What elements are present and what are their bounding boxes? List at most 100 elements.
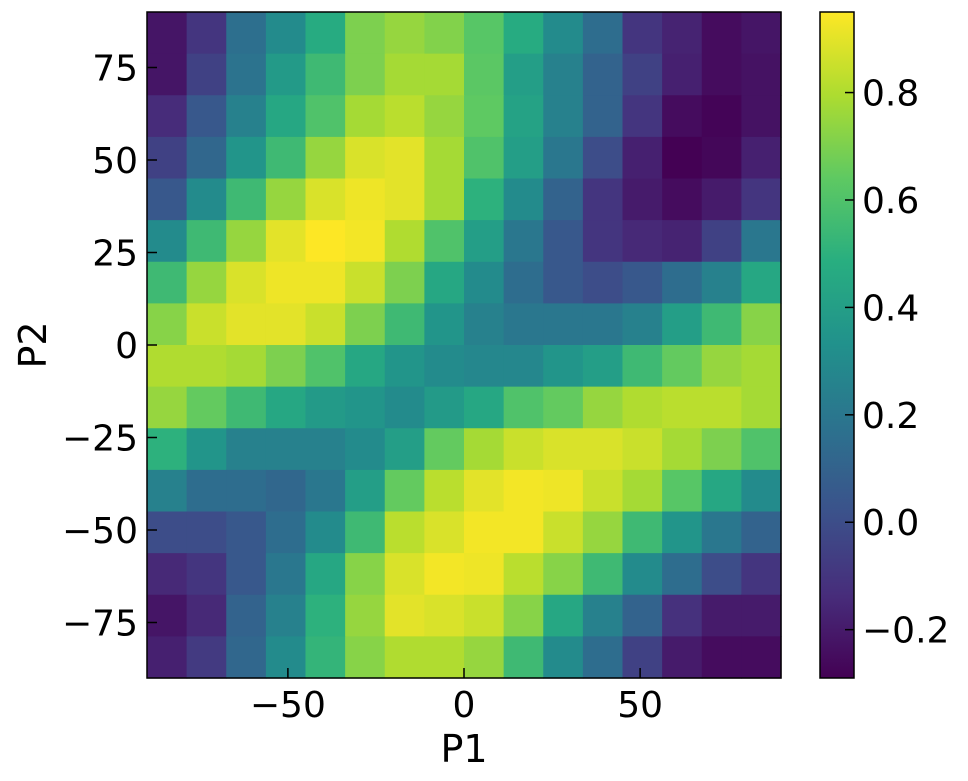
heatmap-cell	[622, 261, 663, 304]
heatmap-cell	[701, 261, 742, 304]
heatmap-cell	[662, 95, 703, 138]
y-tick-label: −25	[62, 419, 138, 460]
heatmap-cell	[424, 136, 465, 180]
heatmap-cell	[543, 511, 584, 554]
heatmap-cell	[582, 594, 624, 637]
heatmap-cell	[582, 469, 624, 513]
heatmap-cell	[345, 303, 386, 346]
heatmap-cell	[305, 386, 346, 429]
colorbar-tick-label: 0.6	[862, 181, 919, 222]
heatmap-cell	[186, 345, 227, 388]
heatmap-cell	[701, 178, 742, 221]
heatmap-cell	[582, 511, 624, 554]
heatmap-cell	[265, 95, 307, 138]
heatmap-cell	[741, 469, 782, 513]
heatmap-cell	[345, 345, 386, 388]
colorbar-ticks: −0.2 0.0 0.2 0.4 0.6 0.8	[845, 74, 949, 652]
heatmap-cell	[543, 261, 584, 304]
heatmap-cell	[503, 428, 544, 471]
heatmap-cell	[186, 220, 227, 263]
heatmap-cell	[186, 428, 227, 471]
heatmap-cell	[543, 178, 584, 221]
heatmap-cell	[622, 303, 663, 346]
heatmap-cell	[384, 220, 425, 263]
heatmap-cell	[622, 553, 663, 596]
heatmap-cell	[701, 95, 742, 138]
heatmap-cell	[305, 636, 346, 679]
heatmap-cell	[384, 303, 425, 346]
heatmap-cell	[464, 12, 505, 55]
heatmap-cell	[741, 553, 782, 596]
colorbar-tick-label: −0.2	[862, 611, 949, 652]
heatmap-cell	[424, 12, 465, 55]
heatmap-cell	[503, 136, 544, 180]
heatmap-cell	[503, 469, 544, 513]
heatmap-cell	[662, 261, 703, 304]
heatmap-cell	[186, 95, 227, 138]
heatmap-cell	[186, 553, 227, 596]
heatmap-cell	[662, 511, 703, 554]
heatmap-cell	[582, 178, 624, 221]
heatmap-cell	[503, 261, 544, 304]
heatmap-cell	[147, 553, 188, 596]
heatmap-cell	[384, 136, 425, 180]
heatmap-cell	[305, 178, 346, 221]
heatmap-cell	[543, 12, 584, 55]
heatmap-cell	[305, 136, 346, 180]
heatmap-cell	[384, 428, 425, 471]
heatmap-cell	[662, 469, 703, 513]
heatmap-cell	[186, 53, 227, 96]
heatmap-cell	[147, 386, 188, 429]
x-axis-label: P1	[440, 727, 487, 771]
heatmap-cell	[305, 345, 346, 388]
heatmap-cell	[424, 636, 465, 679]
y-axis-ticks: −75 −50 −25 0 25 50 75	[62, 49, 157, 645]
heatmap-cell	[424, 386, 465, 429]
heatmap-cell	[543, 636, 584, 679]
heatmap-cell	[305, 261, 346, 304]
heatmap-cell	[424, 553, 465, 596]
heatmap-cell	[305, 53, 346, 96]
heatmap-cell	[147, 303, 188, 346]
heatmap-cell	[147, 220, 188, 263]
heatmap-cell	[543, 469, 584, 513]
heatmap-cell	[384, 511, 425, 554]
heatmap-cell	[662, 303, 703, 346]
heatmap-cell	[345, 386, 386, 429]
heatmap-cell	[186, 303, 227, 346]
heatmap-cell	[345, 178, 386, 221]
heatmap-cell	[305, 594, 346, 637]
heatmap-cell	[226, 95, 267, 138]
heatmap-cell	[464, 53, 505, 96]
heatmap-cell	[384, 261, 425, 304]
colorbar-tick-label: 0.8	[862, 74, 919, 115]
heatmap-cell	[503, 220, 544, 263]
heatmap-cell	[543, 428, 584, 471]
heatmap-cell	[305, 511, 346, 554]
heatmap-cell	[543, 386, 584, 429]
heatmap-cell	[464, 511, 505, 554]
heatmap-cell	[226, 469, 267, 513]
heatmap-cell	[305, 12, 346, 55]
heatmap-cell	[305, 303, 346, 346]
heatmap-cell	[741, 636, 782, 679]
heatmap-cell	[582, 95, 624, 138]
heatmap-cell	[226, 511, 267, 554]
heatmap-cell	[424, 511, 465, 554]
heatmap-cell	[543, 345, 584, 388]
heatmap-cell	[226, 303, 267, 346]
heatmap-cell	[186, 261, 227, 304]
heatmap-cell	[424, 428, 465, 471]
heatmap-cell	[503, 594, 544, 637]
heatmap-cell	[226, 386, 267, 429]
heatmap-cell	[622, 386, 663, 429]
heatmap-cell	[147, 428, 188, 471]
heatmap-cell	[543, 136, 584, 180]
heatmap-cell	[186, 178, 227, 221]
heatmap-cell	[265, 553, 307, 596]
heatmap-cell	[147, 178, 188, 221]
heatmap-cell	[503, 511, 544, 554]
heatmap-cells	[147, 12, 782, 679]
heatmap-cell	[147, 345, 188, 388]
heatmap-cell	[622, 345, 663, 388]
